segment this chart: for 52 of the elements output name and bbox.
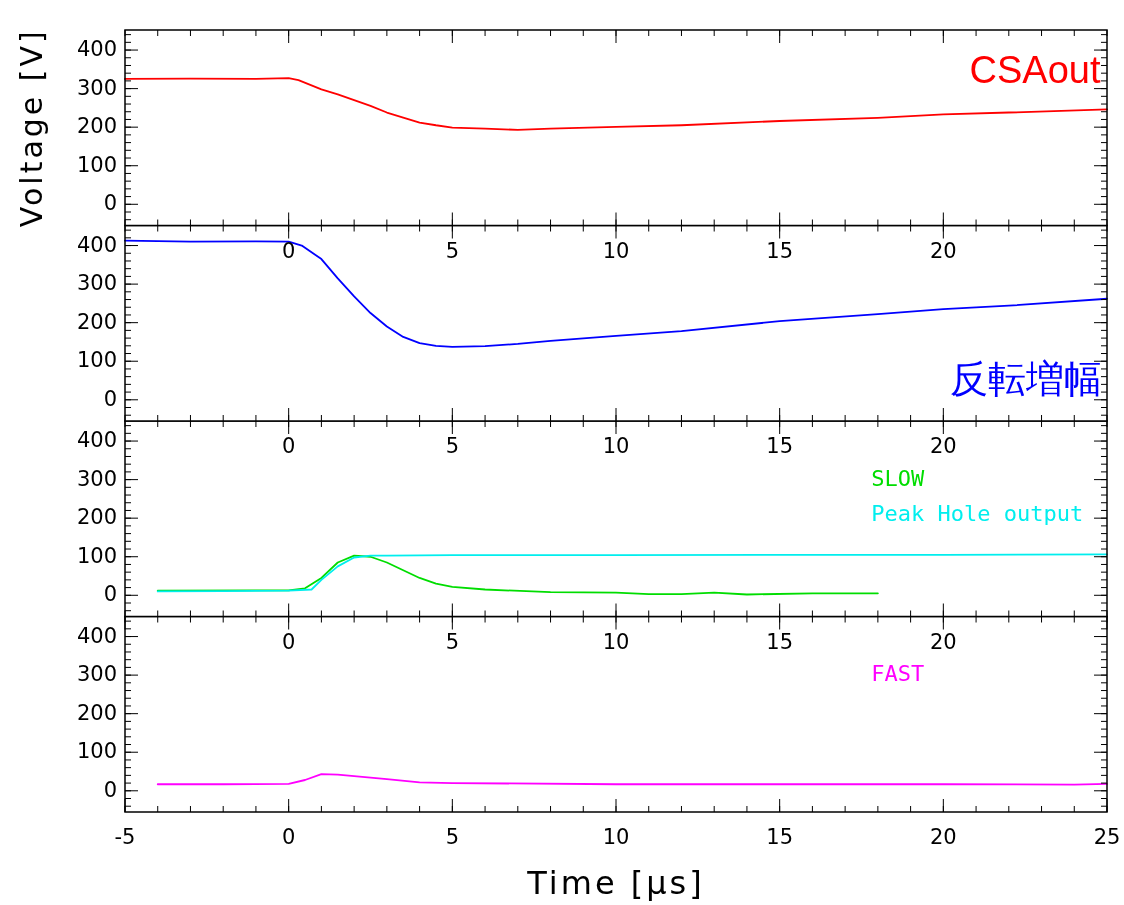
- x-tick-label: 20: [929, 825, 957, 849]
- y-tick-label: 100: [76, 348, 117, 373]
- y-axis-title: Voltage [V]: [14, 28, 49, 228]
- y-tick-label: 300: [76, 271, 117, 296]
- y-tick-label: 0: [103, 582, 117, 607]
- x-tick-label: 10: [602, 825, 630, 849]
- series-label: Peak Hole output: [871, 500, 1084, 526]
- y-tick-label: 100: [76, 543, 117, 568]
- x-tick-label: 15: [766, 238, 794, 263]
- x-tick-label: 15: [766, 825, 794, 849]
- x-tick-label: 5: [445, 629, 460, 654]
- y-tick-label: 0: [103, 386, 117, 411]
- y-tick-label: 400: [76, 232, 117, 257]
- y-tick-label: 400: [76, 37, 117, 62]
- y-tick-label: 100: [76, 152, 117, 177]
- x-axis-title: Time [μs]: [526, 864, 705, 902]
- x-tick-label: 5: [445, 825, 460, 849]
- y-tick-label: 200: [76, 309, 117, 334]
- y-tick-label: 200: [76, 700, 117, 725]
- text: SLOW: [871, 465, 926, 491]
- y-tick-label: 200: [76, 114, 117, 139]
- y-tick-label: 100: [76, 739, 117, 764]
- line-series: [156, 553, 1108, 593]
- x-tick-label: 5: [445, 434, 460, 458]
- x-tick-label: 15: [766, 629, 794, 654]
- x-tick-label: 20: [929, 238, 957, 263]
- x-tick-label: 10: [602, 629, 630, 654]
- series-label: 反転増幅: [949, 357, 1102, 400]
- y-tick-label: 400: [76, 623, 117, 648]
- y-tick-label: 400: [76, 428, 117, 453]
- y-tick-label: 0: [103, 191, 117, 216]
- x-tick-label: 10: [602, 434, 630, 458]
- x-tick-label: 20: [929, 434, 957, 458]
- x-tick-label: 10: [602, 238, 630, 263]
- x-tick-label: 20: [929, 629, 957, 654]
- y-tick-label: 0: [103, 777, 117, 802]
- x-tick-label: 15: [766, 434, 794, 458]
- y-tick-label: 300: [76, 662, 117, 687]
- y-tick-label: 300: [76, 466, 117, 491]
- x-tick-label: -5: [114, 825, 136, 849]
- line-series: [124, 239, 1108, 348]
- text: FAST: [871, 661, 925, 687]
- x-tick-label: 0: [281, 434, 296, 458]
- series-label: CSAout: [969, 49, 1101, 92]
- x-tick-label: 5: [445, 238, 460, 263]
- x-tick-label: 0: [281, 825, 296, 849]
- x-tick-label: 25: [1093, 825, 1121, 849]
- y-tick-label: 300: [76, 75, 117, 100]
- line-series: [156, 773, 1108, 786]
- x-tick-label: 0: [281, 629, 296, 654]
- x-tick-label: 0: [281, 238, 296, 263]
- y-tick-label: 200: [76, 505, 117, 530]
